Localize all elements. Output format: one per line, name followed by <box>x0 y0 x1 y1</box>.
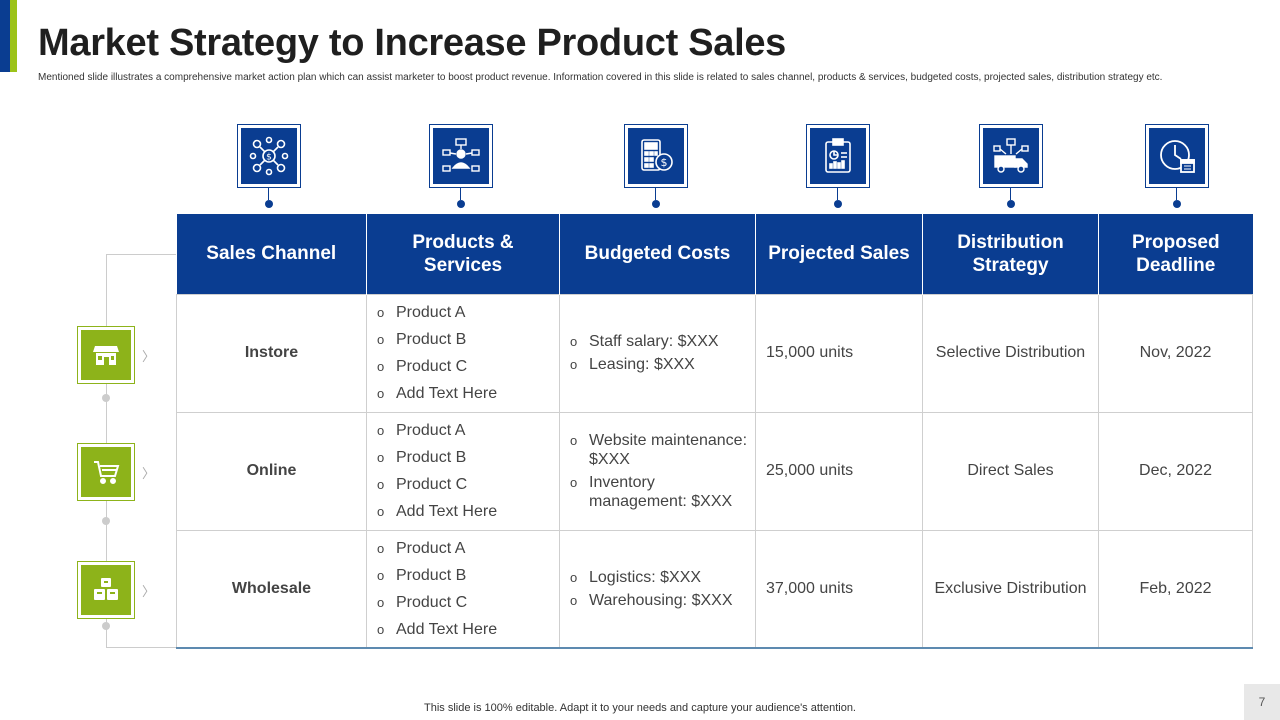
chevron-right-icon: 〉 <box>142 584 156 599</box>
cell-deadline: Dec, 2022 <box>1098 411 1253 531</box>
list-item: Logistics: $XXX <box>570 568 755 587</box>
header-distribution-strategy: Distribution Strategy <box>922 214 1099 294</box>
cell-products: Product A Product B Product C Add Text H… <box>366 529 560 649</box>
footer-note: This slide is 100% editable. Adapt it to… <box>424 702 856 714</box>
cell-channel: Online <box>176 411 367 531</box>
list-item: Warehousing: $XXX <box>570 591 755 610</box>
chevron-right-icon: 〉 <box>142 349 156 364</box>
cell-products: Product A Product B Product C Add Text H… <box>366 411 560 531</box>
header-icon-products <box>429 124 493 208</box>
header-icon-distribution <box>979 124 1043 208</box>
side-connector-bottom <box>106 647 176 648</box>
header-icon-costs: $ <box>624 124 688 208</box>
table-row: Online Product A Product B Product C Add… <box>176 411 1253 531</box>
page-subtitle: Mentioned slide illustrates a comprehens… <box>38 72 1163 83</box>
row-icon-instore <box>77 326 135 384</box>
cell-costs: Website maintenance: $XXX Inventory mana… <box>559 411 756 531</box>
connector-dot <box>102 394 110 402</box>
list-item: Product C <box>377 589 559 616</box>
clipboard-chart-icon <box>825 138 851 173</box>
network-dollar-icon: $ <box>249 136 289 176</box>
list-item: Product B <box>377 326 559 353</box>
svg-text:$: $ <box>266 153 272 163</box>
cell-costs: Logistics: $XXX Warehousing: $XXX <box>559 529 756 649</box>
connector-dot <box>102 517 110 525</box>
cell-costs: Staff salary: $XXX Leasing: $XXX <box>559 293 756 413</box>
boxes-icon <box>94 578 118 600</box>
strategy-table: Sales Channel Products & Services Budget… <box>176 214 1253 649</box>
cell-projected: 25,000 units <box>755 411 923 531</box>
cell-projected: 15,000 units <box>755 293 923 413</box>
cell-deadline: Feb, 2022 <box>1098 529 1253 649</box>
list-item: Add Text Here <box>377 616 559 643</box>
chevron-right-icon: 〉 <box>142 466 156 481</box>
cell-distribution: Selective Distribution <box>922 293 1099 413</box>
cell-deadline: Nov, 2022 <box>1098 293 1253 413</box>
header-icon-projected <box>806 124 870 208</box>
list-item: Product B <box>377 444 559 471</box>
page-number: 7 <box>1244 684 1280 720</box>
side-connector-top <box>106 254 176 255</box>
list-item: Product C <box>377 471 559 498</box>
shopping-cart-icon <box>94 461 120 484</box>
header-sales-channel: Sales Channel <box>176 214 367 294</box>
header-proposed-deadline: Proposed Deadline <box>1098 214 1253 294</box>
list-item: Add Text Here <box>377 380 559 407</box>
table-row: Wholesale Product A Product B Product C … <box>176 529 1253 649</box>
cell-distribution: Direct Sales <box>922 411 1099 531</box>
cell-distribution: Exclusive Distribution <box>922 529 1099 649</box>
list-item: Product A <box>377 299 559 326</box>
table-header-row: Sales Channel Products & Services Budget… <box>176 214 1253 294</box>
store-icon <box>93 346 119 365</box>
header-projected-sales: Projected Sales <box>755 214 923 294</box>
cell-channel: Wholesale <box>176 529 367 649</box>
page-title: Market Strategy to Increase Product Sale… <box>38 22 786 64</box>
list-item: Add Text Here <box>377 498 559 525</box>
accent-bar <box>0 0 17 72</box>
list-item: Product A <box>377 535 559 562</box>
cell-products: Product A Product B Product C Add Text H… <box>366 293 560 413</box>
user-network-icon <box>442 138 480 172</box>
list-item: Leasing: $XXX <box>570 355 755 374</box>
list-item: Staff salary: $XXX <box>570 332 755 351</box>
clock-calendar-icon <box>1160 140 1195 173</box>
svg-text:$: $ <box>661 156 668 169</box>
header-icon-deadline <box>1145 124 1209 208</box>
calculator-dollar-icon: $ <box>641 139 673 171</box>
header-icon-sales-channel: $ <box>237 124 301 208</box>
list-item: Inventory management: $XXX <box>570 473 755 511</box>
header-budgeted-costs: Budgeted Costs <box>559 214 756 294</box>
list-item: Product B <box>377 562 559 589</box>
cell-channel: Instore <box>176 293 367 413</box>
list-item: Website maintenance: $XXX <box>570 431 755 469</box>
row-icon-online <box>77 443 135 501</box>
list-item: Product A <box>377 417 559 444</box>
cell-projected: 37,000 units <box>755 529 923 649</box>
table-row: Instore Product A Product B Product C Ad… <box>176 293 1253 413</box>
header-products-services: Products & Services <box>366 214 560 294</box>
delivery-truck-icon <box>993 138 1029 173</box>
connector-dot <box>102 622 110 630</box>
list-item: Product C <box>377 353 559 380</box>
row-icon-wholesale <box>77 561 135 619</box>
